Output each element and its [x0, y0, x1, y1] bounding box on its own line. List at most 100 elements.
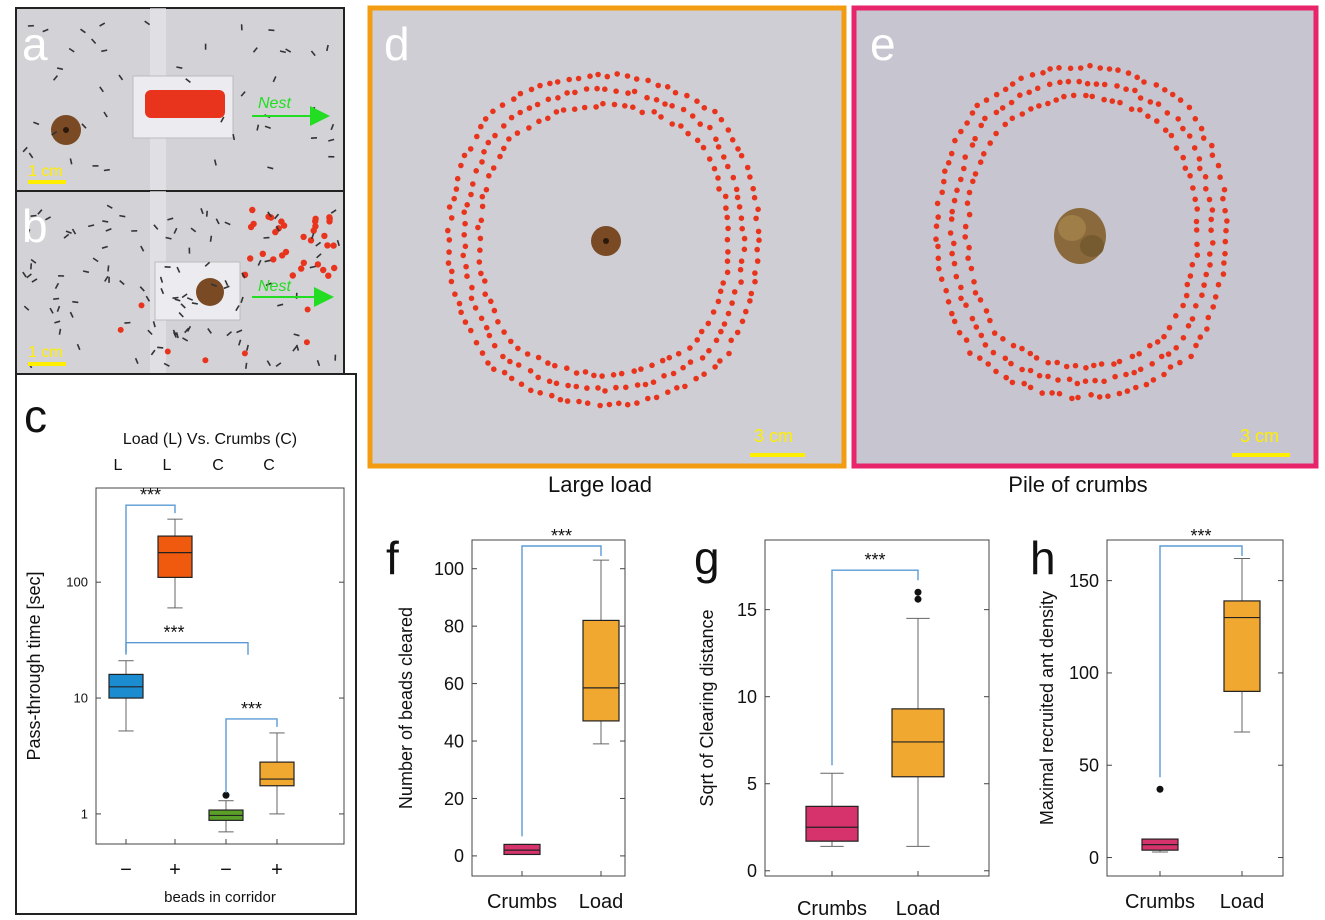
bead	[972, 171, 979, 177]
bead	[953, 273, 960, 280]
bead	[600, 100, 606, 107]
bead	[936, 265, 942, 272]
bead	[684, 92, 690, 99]
bead	[752, 278, 758, 285]
panel-d: 3 cm d Large load	[367, 5, 847, 497]
bead	[1019, 366, 1025, 373]
y-tick-label: 100	[66, 575, 88, 590]
bead	[1134, 74, 1140, 81]
bead	[672, 89, 679, 96]
bead	[473, 339, 480, 346]
bead	[554, 79, 561, 85]
bead	[1187, 273, 1194, 279]
ant	[173, 227, 178, 234]
box	[503, 843, 541, 856]
bead	[446, 237, 453, 243]
bead	[468, 327, 474, 334]
bead	[478, 217, 485, 224]
bead	[289, 272, 296, 279]
bead	[951, 260, 958, 267]
bead	[738, 279, 744, 285]
bead	[1065, 78, 1072, 85]
ant	[26, 273, 32, 279]
bead	[694, 137, 701, 144]
panel-e-letter: e	[870, 18, 896, 70]
bead	[933, 236, 939, 242]
bead	[958, 295, 964, 302]
bead	[744, 164, 751, 171]
bead	[720, 280, 726, 286]
significance-bracket	[831, 569, 919, 766]
bead	[1164, 110, 1171, 116]
bead	[247, 255, 254, 262]
panel-a-scale-label: 1 cm	[28, 163, 63, 180]
bead	[604, 73, 611, 80]
bead	[1162, 127, 1169, 133]
bead	[1084, 80, 1091, 87]
bead	[735, 146, 741, 152]
plot-frame	[1106, 539, 1284, 877]
bead	[1180, 302, 1186, 309]
ant	[293, 333, 300, 337]
outlier-point	[1156, 785, 1164, 793]
ant	[30, 258, 37, 264]
ant	[204, 261, 211, 267]
bead	[501, 369, 508, 376]
bead	[526, 125, 532, 131]
ant	[264, 259, 271, 263]
bead	[1215, 281, 1222, 288]
ant	[101, 49, 108, 53]
bead	[755, 206, 761, 213]
bead	[968, 265, 975, 272]
bead	[517, 109, 523, 116]
bead	[987, 317, 993, 324]
y-tick-label: 5	[747, 774, 757, 794]
bead	[1045, 359, 1051, 366]
ant	[252, 47, 258, 53]
bead	[331, 264, 338, 272]
bead	[458, 309, 464, 316]
bead	[464, 273, 470, 280]
bead	[644, 94, 650, 101]
panel-b-nest-label: Nest	[258, 278, 291, 295]
bead	[942, 168, 948, 174]
ant	[232, 133, 236, 141]
panel-c-letter: c	[24, 390, 47, 442]
bead	[725, 127, 732, 133]
bead	[948, 216, 955, 222]
category-label: Crumbs	[487, 891, 557, 913]
bead	[555, 95, 561, 101]
ant	[267, 166, 274, 170]
ant	[56, 67, 64, 71]
ant	[119, 279, 125, 286]
box	[805, 805, 859, 842]
bead	[713, 136, 719, 142]
bead	[687, 359, 694, 365]
bead	[948, 150, 955, 157]
ant	[175, 332, 179, 339]
bead	[1145, 113, 1151, 119]
ant	[181, 293, 188, 299]
bead	[969, 142, 976, 148]
plot-frame	[471, 539, 626, 877]
y-tick-label: 10	[74, 691, 88, 706]
box	[259, 761, 295, 787]
bead	[1075, 394, 1081, 401]
ant	[23, 305, 30, 311]
bead	[1027, 350, 1034, 357]
bead	[710, 309, 717, 315]
bead	[546, 378, 553, 385]
ant	[105, 228, 112, 232]
ant	[45, 216, 51, 221]
bead	[249, 206, 256, 214]
bead	[508, 375, 515, 382]
bead	[1066, 376, 1073, 383]
ant	[159, 276, 164, 283]
y-tick-label: 100	[434, 559, 464, 579]
bead	[651, 109, 657, 115]
ant	[22, 271, 27, 278]
bead	[1091, 362, 1097, 369]
bead	[1049, 390, 1055, 396]
chart-h: 0 50 100 150 Maximal recruited ant density Cr…	[1037, 526, 1284, 913]
y-axis-label: Pass-through time [sec]	[24, 571, 44, 760]
